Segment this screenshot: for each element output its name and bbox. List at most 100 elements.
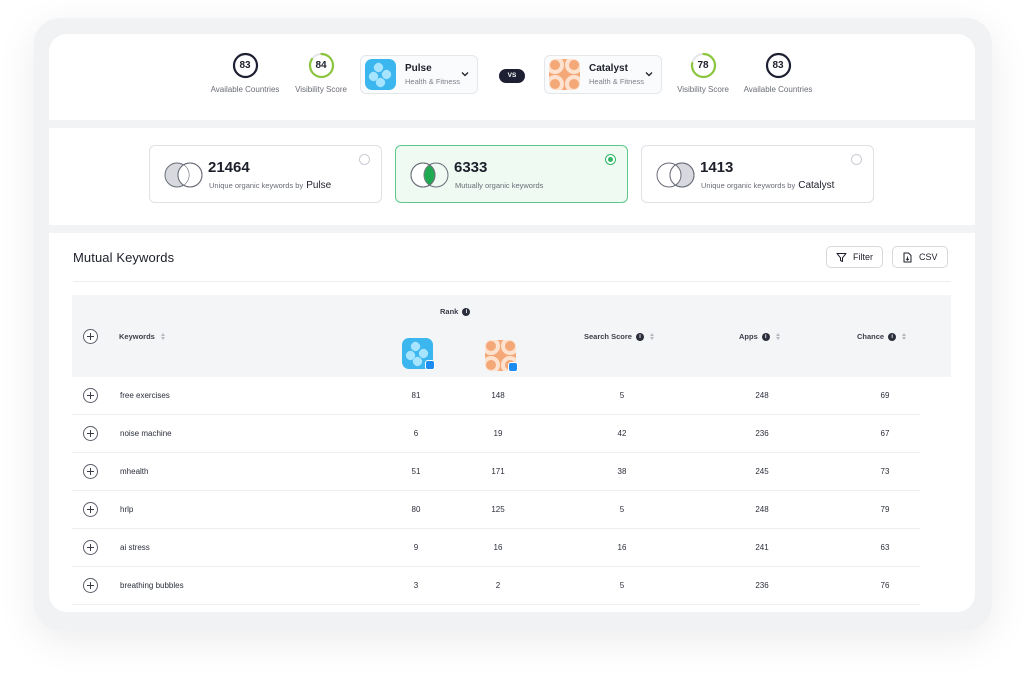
unique-keywords-catalyst-card[interactable]: 1413 Unique organic keywords by Catalyst: [641, 145, 874, 203]
app-store-badge-icon: [508, 362, 518, 372]
info-icon[interactable]: i: [761, 332, 770, 341]
chevron-down-icon[interactable]: [460, 69, 470, 79]
radio-button-selected[interactable]: [605, 154, 616, 165]
chance-cell: 73: [880, 467, 890, 476]
column-header-keywords[interactable]: Keywords: [119, 332, 165, 341]
column-header-apps[interactable]: Apps i: [739, 332, 780, 341]
table-row[interactable]: free exercises 81 148 5 248 69: [72, 377, 920, 415]
keyword-count: 21464: [208, 159, 250, 176]
rank-b-cell: 171: [491, 467, 505, 476]
info-icon[interactable]: i: [462, 307, 471, 316]
venn-left-icon: [164, 162, 203, 188]
info-icon[interactable]: i: [635, 332, 644, 341]
chance-cell: 63: [880, 543, 890, 552]
app-name: Catalyst: [589, 63, 628, 74]
rank-a-cell: 51: [411, 467, 421, 476]
document-download-icon: [903, 252, 912, 262]
app-category: Health & Fitness: [589, 77, 645, 86]
apps-cell: 248: [755, 505, 769, 514]
plus-circle-icon[interactable]: [83, 540, 98, 555]
available-countries-ring: 83: [232, 52, 259, 79]
keyword-cell: hrlp: [120, 505, 134, 514]
keyword-cell: ai stress: [120, 543, 150, 552]
apps-cell: 245: [755, 467, 769, 476]
unique-keywords-pulse-card[interactable]: 21464 Unique organic keywords by Pulse: [149, 145, 382, 203]
table-row[interactable]: mhealth 51 171 38 245 73: [72, 453, 920, 491]
divider: [73, 281, 951, 282]
rank-a-cell: 3: [413, 581, 419, 590]
chevron-down-icon[interactable]: [644, 69, 654, 79]
rank-b-cell: 148: [491, 391, 505, 400]
left-visibility-score: 84 Visibility Score: [276, 52, 366, 94]
catalyst-app-icon: [485, 340, 516, 371]
keyword-count: 1413: [700, 159, 734, 176]
pulse-app-icon: [365, 59, 396, 90]
keyword-segment-selector: 21464 Unique organic keywords by Pulse 63…: [49, 128, 975, 225]
app-store-badge-icon: [425, 360, 435, 370]
csv-export-button[interactable]: CSV: [892, 246, 948, 268]
right-visibility-score: 78 Visibility Score: [658, 52, 748, 94]
chance-cell: 67: [880, 429, 890, 438]
section-title: Mutual Keywords: [73, 250, 175, 265]
column-header-rank: Rank i: [440, 307, 471, 316]
mutual-keywords-card[interactable]: 6333 Mutually organic keywords: [395, 145, 628, 203]
left-available-countries: 83 Available Countries: [200, 52, 290, 94]
column-header-search-score[interactable]: Search Score i: [584, 332, 654, 341]
vs-badge: VS: [499, 69, 525, 83]
rank-b-cell: 19: [493, 429, 503, 438]
funnel-icon: [836, 252, 847, 262]
search-score-cell: 16: [617, 543, 627, 552]
table-row[interactable]: ai stress 9 16 16 241 63: [72, 529, 920, 567]
rank-a-cell: 80: [411, 505, 421, 514]
rank-a-cell: 9: [413, 543, 419, 552]
search-score-cell: 5: [619, 391, 625, 400]
comparison-card: 83 Available Countries 84 Visibility Sco…: [49, 34, 975, 612]
radio-button[interactable]: [851, 154, 862, 165]
app-category: Health & Fitness: [405, 77, 461, 86]
table-row[interactable]: hrlp 80 125 5 248 79: [72, 491, 920, 529]
plus-circle-icon[interactable]: [83, 388, 98, 403]
rank-a-cell: 6: [413, 429, 419, 438]
keyword-count-label: Mutually organic keywords: [455, 181, 544, 190]
app-comparison-header: 83 Available Countries 84 Visibility Sco…: [49, 34, 975, 120]
search-score-cell: 38: [617, 467, 627, 476]
table-row[interactable]: noise machine 6 19 42 236 67: [72, 415, 920, 453]
keyword-cell: breathing bubbles: [120, 581, 184, 590]
apps-cell: 241: [755, 543, 769, 552]
filter-button[interactable]: Filter: [826, 246, 883, 268]
app-name: Pulse: [405, 63, 432, 74]
rank-a-cell: 81: [411, 391, 421, 400]
plus-circle-icon[interactable]: [83, 578, 98, 593]
visibility-score-ring: 84: [308, 52, 335, 79]
sort-arrows-icon[interactable]: [902, 333, 907, 340]
plus-circle-icon[interactable]: [83, 426, 98, 441]
info-icon[interactable]: i: [888, 332, 897, 341]
rank-b-cell: 16: [493, 543, 503, 552]
column-header-chance[interactable]: Chance i: [857, 332, 907, 341]
venn-intersection-icon: [410, 162, 449, 188]
chance-cell: 79: [880, 505, 890, 514]
sort-arrows-icon[interactable]: [160, 333, 165, 340]
catalyst-app-icon: [549, 59, 580, 90]
sort-arrows-icon[interactable]: [649, 333, 654, 340]
table-row[interactable]: breathing bubbles 3 2 5 236 76: [72, 567, 920, 605]
table-header: Keywords Rank i Searc: [72, 295, 951, 377]
chance-cell: 69: [880, 391, 890, 400]
available-countries-ring: 83: [765, 52, 792, 79]
radio-button[interactable]: [359, 154, 370, 165]
right-available-countries: 83 Available Countries: [733, 52, 823, 94]
plus-circle-icon[interactable]: [83, 464, 98, 479]
apps-cell: 236: [755, 429, 769, 438]
section-divider: [49, 225, 975, 233]
chance-cell: 76: [880, 581, 890, 590]
plus-circle-icon[interactable]: [83, 329, 98, 344]
app-select-pulse[interactable]: Pulse Health & Fitness: [360, 55, 478, 94]
sort-arrows-icon[interactable]: [775, 333, 780, 340]
visibility-score-ring: 78: [690, 52, 717, 79]
app-select-catalyst[interactable]: Catalyst Health & Fitness: [544, 55, 662, 94]
apps-cell: 248: [755, 391, 769, 400]
keyword-count: 6333: [454, 159, 488, 176]
plus-circle-icon[interactable]: [83, 502, 98, 517]
apps-cell: 236: [755, 581, 769, 590]
search-score-cell: 5: [619, 581, 625, 590]
